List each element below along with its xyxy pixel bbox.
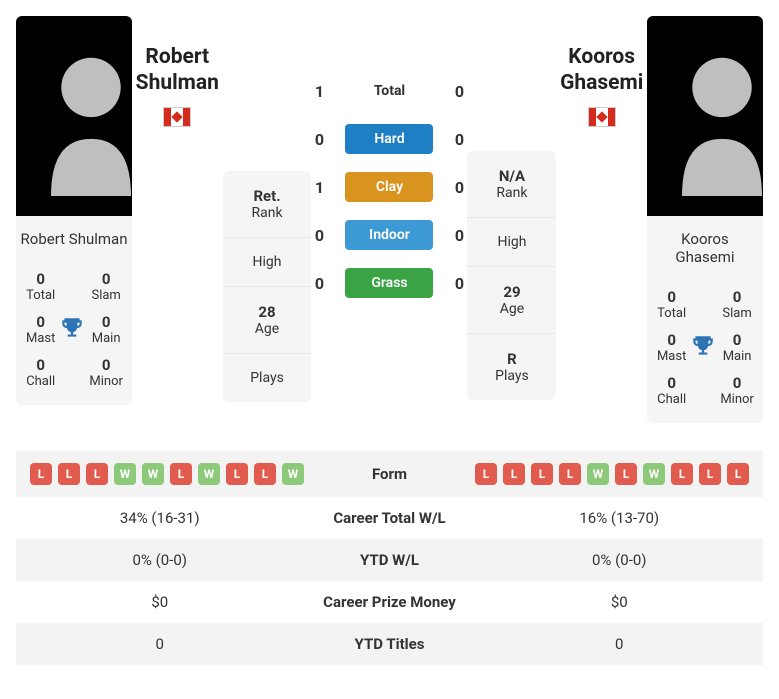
- form-badge: L: [559, 463, 581, 485]
- avatar-left: [16, 16, 132, 216]
- form-badge: W: [142, 463, 164, 485]
- form-badge: L: [531, 463, 553, 485]
- form-badge: W: [587, 463, 609, 485]
- comparison-table: LLLWWLWLLWFormLLLLWLWLLL34% (16-31)Caree…: [16, 451, 763, 665]
- form-badge: L: [30, 463, 52, 485]
- flag-icon: [163, 107, 191, 127]
- form-badge: L: [727, 463, 749, 485]
- table-row: 0YTD Titles0: [16, 623, 763, 665]
- titles-mast-left: 0Mast: [26, 313, 55, 346]
- stats-card-left: Ret.Rank High 28Age Plays: [223, 171, 312, 402]
- titles-main-left: 0Main: [89, 313, 123, 346]
- titles-minor-right: 0Minor: [720, 374, 754, 407]
- avatar-right: [647, 16, 763, 216]
- trophy-icon: [690, 333, 716, 363]
- form-badge: W: [282, 463, 304, 485]
- form-badge: L: [86, 463, 108, 485]
- trophy-icon: [59, 315, 85, 345]
- titles-slam-right: 0Slam: [720, 288, 754, 321]
- form-badge: L: [170, 463, 192, 485]
- player-name-left: Robert Shulman: [16, 216, 132, 262]
- titles-mast-right: 0Mast: [657, 331, 686, 364]
- flag-icon: [588, 107, 616, 127]
- h2h-row: 1Total0: [311, 76, 467, 106]
- name-flag-left: RobertShulman: [132, 16, 223, 131]
- form-badge: L: [671, 463, 693, 485]
- form-badge: L: [58, 463, 80, 485]
- form-badge: W: [643, 463, 665, 485]
- h2h-row: 0Indoor0: [311, 220, 467, 250]
- player-name-right: Kooros Ghasemi: [647, 216, 763, 280]
- h2h-row: 0Hard0: [311, 124, 467, 154]
- table-row: 0% (0-0)YTD W/L0% (0-0): [16, 539, 763, 581]
- player-card-left: Robert Shulman 0Total 0Slam 0Mast 0Main …: [16, 16, 132, 405]
- form-badge: L: [615, 463, 637, 485]
- form-badge: W: [198, 463, 220, 485]
- titles-total-right: 0Total: [657, 288, 686, 321]
- h2h-row: 1Clay0: [311, 172, 467, 202]
- titles-main-right: 0Main: [720, 331, 754, 364]
- form-badge: L: [254, 463, 276, 485]
- form-badge: L: [475, 463, 497, 485]
- table-row: LLLWWLWLLWFormLLLLWLWLLL: [16, 451, 763, 497]
- stats-card-right: N/ARank High 29Age RPlays: [467, 151, 556, 400]
- name-flag-right: KoorosGhasemi: [556, 16, 647, 131]
- h2h-column: 1Total0 0Hard0 1Clay0 0Indoor0 0Grass0: [311, 16, 467, 298]
- player-card-right: Kooros Ghasemi 0Total 0Slam 0Mast 0Main …: [647, 16, 763, 423]
- titles-chall-right: 0Chall: [657, 374, 686, 407]
- form-badge: L: [503, 463, 525, 485]
- table-row: 34% (16-31)Career Total W/L16% (13-70): [16, 497, 763, 539]
- titles-chall-left: 0Chall: [26, 356, 55, 389]
- table-row: $0Career Prize Money$0: [16, 581, 763, 623]
- form-badge: L: [699, 463, 721, 485]
- h2h-row: 0Grass0: [311, 268, 467, 298]
- form-badge: W: [114, 463, 136, 485]
- titles-slam-left: 0Slam: [89, 270, 123, 303]
- titles-minor-left: 0Minor: [89, 356, 123, 389]
- form-badge: L: [226, 463, 248, 485]
- titles-total-left: 0Total: [26, 270, 55, 303]
